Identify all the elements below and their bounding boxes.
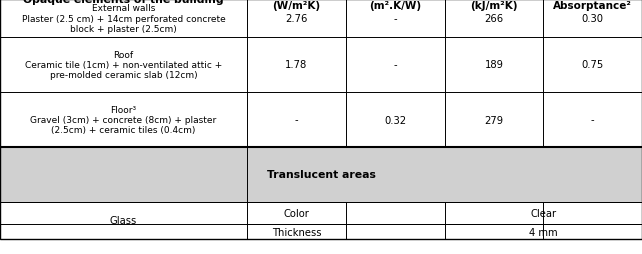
Text: U-value¹
(W/m²K): U-value¹ (W/m²K): [272, 0, 321, 11]
Text: Clear: Clear: [530, 208, 557, 218]
Text: -: -: [591, 115, 594, 125]
Bar: [0, 38, 247, 93]
Text: Thickness: Thickness: [272, 227, 321, 236]
Text: 1.78: 1.78: [285, 60, 308, 70]
Bar: [444, 93, 543, 147]
Bar: [247, 224, 346, 239]
Bar: [247, 38, 346, 93]
Bar: [346, 202, 444, 224]
Bar: [0, 0, 247, 38]
Bar: [444, 202, 642, 224]
Bar: [543, 38, 642, 93]
Text: 4 mm: 4 mm: [529, 227, 558, 236]
Text: 279: 279: [484, 115, 503, 125]
Text: 0.30: 0.30: [582, 14, 603, 24]
Text: Opaque elements of the building: Opaque elements of the building: [23, 0, 224, 5]
Text: 0.32: 0.32: [384, 115, 406, 125]
Text: Translucent areas: Translucent areas: [266, 170, 376, 180]
Text: 189: 189: [485, 60, 503, 70]
Bar: [444, 0, 543, 38]
Bar: [247, 93, 346, 147]
Bar: [346, 0, 444, 38]
Bar: [0, 93, 247, 147]
Text: -: -: [394, 60, 397, 70]
Bar: [444, 38, 543, 93]
Bar: [247, 0, 346, 38]
Bar: [346, 224, 444, 239]
Bar: [0, 202, 247, 239]
Bar: [0, 147, 642, 202]
Text: R-value
(m².K/W): R-value (m².K/W): [369, 0, 421, 11]
Text: 0.75: 0.75: [582, 60, 603, 70]
Bar: [247, 202, 346, 224]
Text: Glass: Glass: [110, 216, 137, 226]
Text: 2.76: 2.76: [285, 14, 308, 24]
Text: 266: 266: [484, 14, 503, 24]
Text: Roof
Ceramic tile (1cm) + non-ventilated attic +
pre-molded ceramic slab (12cm): Roof Ceramic tile (1cm) + non-ventilated…: [25, 50, 222, 80]
Bar: [346, 38, 444, 93]
Bar: [346, 93, 444, 147]
Text: Color: Color: [284, 208, 309, 218]
Bar: [543, 93, 642, 147]
Text: -: -: [394, 14, 397, 24]
Text: External walls
Plaster (2.5 cm) + 14cm perforated concrete
block + plaster (2.5c: External walls Plaster (2.5 cm) + 14cm p…: [22, 4, 225, 34]
Bar: [543, 0, 642, 38]
Text: -: -: [295, 115, 299, 125]
Text: C-value
(kJ/m²K): C-value (kJ/m²K): [470, 0, 517, 11]
Text: Floor³
Gravel (3cm) + concrete (8cm) + plaster
(2.5cm) + ceramic tiles (0.4cm): Floor³ Gravel (3cm) + concrete (8cm) + p…: [30, 105, 217, 135]
Text: Solar
Absorptance²: Solar Absorptance²: [553, 0, 632, 11]
Bar: [444, 224, 642, 239]
